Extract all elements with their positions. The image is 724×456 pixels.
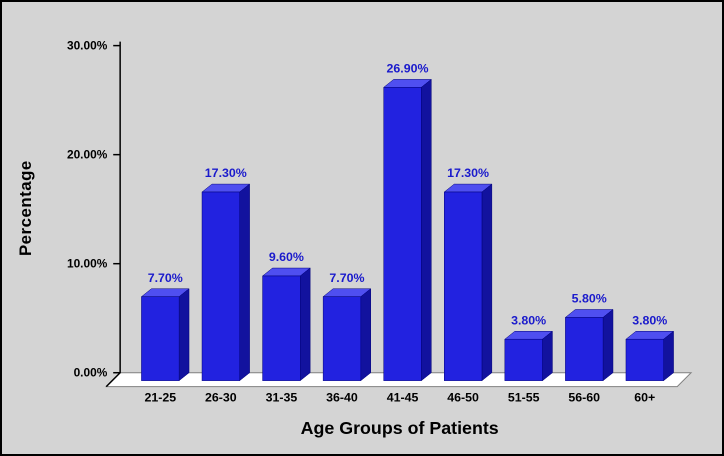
value-label: 7.70% [329, 271, 364, 285]
bar-side-face [360, 288, 371, 382]
category-label: 21-25 [144, 390, 176, 404]
category-label: 26-30 [205, 390, 237, 404]
value-label: 17.30% [205, 166, 247, 180]
bar-front-face [262, 275, 301, 381]
bar-side-face [663, 330, 674, 382]
bar-side-face [481, 183, 493, 382]
bar-front-face [565, 317, 604, 381]
y-tick-label: 0.00% [74, 366, 108, 380]
bar-side-face [542, 330, 553, 382]
bar-side-face [299, 267, 311, 382]
value-label: 7.70% [148, 271, 183, 285]
bar-front-face [383, 87, 422, 381]
category-label: 51-55 [508, 390, 540, 404]
value-label: 5.80% [572, 292, 607, 306]
bar-front-face [625, 338, 664, 381]
y-tick-label: 30.00% [67, 39, 108, 53]
value-label: 3.80% [632, 313, 667, 327]
x-axis-title: Age Groups of Patients [301, 418, 499, 438]
value-label: 9.60% [269, 250, 304, 264]
bar-side-face [178, 288, 190, 382]
category-label: 60+ [634, 390, 655, 404]
y-axis-line [105, 41, 121, 388]
category-label: 31-35 [266, 390, 298, 404]
bar-front-face [504, 338, 543, 381]
chart-graphics: 0.00% 10.00% 20.00% 30.00% 7.70% 21-25 17.30% 2… [67, 39, 693, 404]
value-label: 26.90% [387, 61, 429, 75]
bar-side-face [602, 308, 614, 382]
category-label: 36-40 [326, 390, 358, 404]
bar-side-face [239, 183, 250, 382]
y-tick-label: 10.00% [67, 257, 108, 271]
category-label: 46-50 [447, 390, 479, 404]
bar-side-face [421, 78, 432, 382]
y-tick-label: 20.00% [67, 148, 108, 162]
bar-front-face [201, 191, 240, 381]
bar-front-face [444, 191, 483, 381]
bar-front-face [141, 296, 180, 381]
value-label: 3.80% [511, 313, 546, 327]
y-axis-title: Percentage [16, 160, 35, 256]
category-label: 56-60 [568, 390, 600, 404]
value-label: 17.30% [447, 166, 489, 180]
bar-front-face [322, 296, 362, 381]
category-label: 41-45 [387, 390, 419, 404]
